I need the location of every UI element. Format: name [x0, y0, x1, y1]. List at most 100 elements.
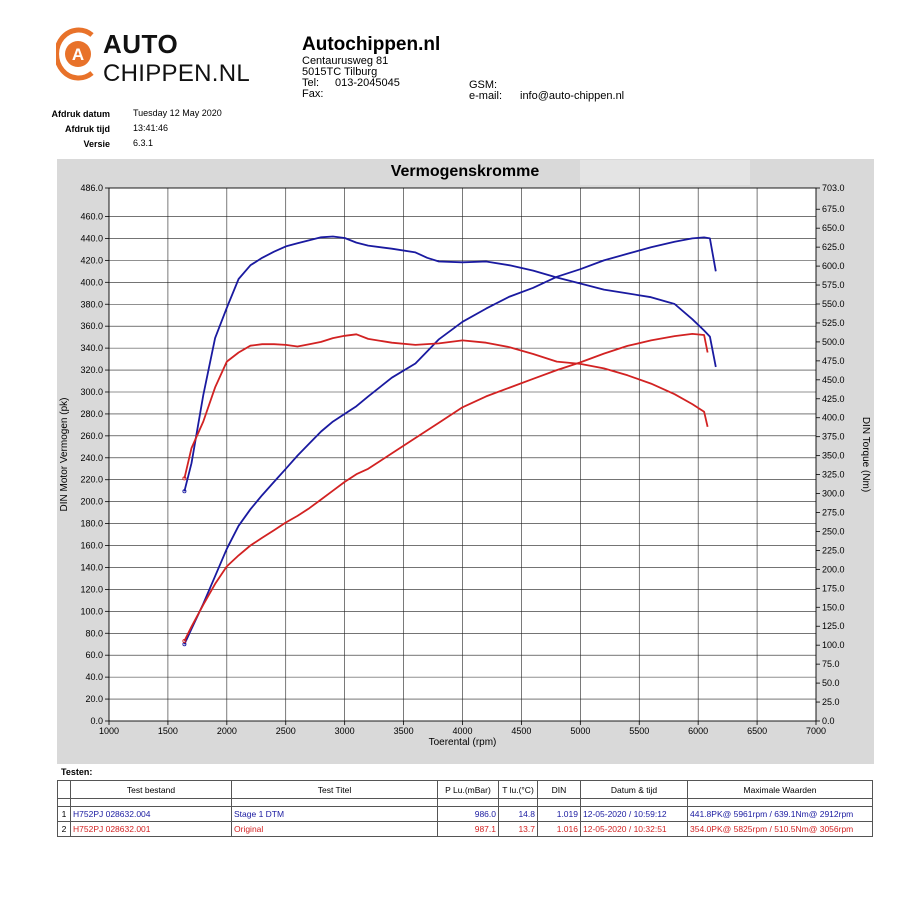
y2-tick-label: 703.0	[822, 183, 845, 193]
y-tick-label: 280.0	[80, 409, 103, 419]
header-pressure: P Lu.(mBar)	[437, 780, 499, 799]
y-tick-label: 420.0	[80, 255, 103, 265]
x-tick-label: 5500	[629, 726, 649, 736]
logo-text-auto: AUTO	[103, 29, 179, 59]
y-tick-label: 440.0	[80, 233, 103, 243]
table-row[interactable]: 1 H752PJ 028632.004 Stage 1 DTM 986.0 14…	[57, 806, 873, 822]
y-tick-label: 60.0	[85, 650, 103, 660]
company-city: 5015TC Tilburg	[302, 66, 378, 78]
tests-header-row: Test bestand Test Titel P Lu.(mBar) T lu…	[57, 780, 873, 799]
logo-mark-letter: A	[72, 45, 84, 64]
email-label: e-mail:	[469, 90, 503, 102]
y2-tick-label: 100.0	[822, 640, 845, 650]
x-tick-label: 1500	[158, 726, 178, 736]
spacer-row	[57, 798, 873, 807]
tel-value: 013-2045045	[335, 77, 400, 89]
y-tick-label: 260.0	[80, 431, 103, 441]
series-line-torque-3	[183, 333, 709, 479]
y2-tick-label: 550.0	[822, 299, 845, 309]
y-tick-label: 0.0	[90, 716, 103, 726]
row-temp: 13.7	[498, 821, 538, 837]
row-index: 1	[57, 806, 71, 822]
row-datetime: 12-05-2020 / 10:32:51	[580, 821, 688, 837]
row-file: H752PJ 028632.004	[70, 806, 232, 822]
y-tick-label: 120.0	[80, 584, 103, 594]
header-max: Maximale Waarden	[687, 780, 873, 799]
y-tick-label: 240.0	[80, 453, 103, 463]
header-index	[57, 780, 71, 799]
y-tick-label: 80.0	[85, 628, 103, 638]
version-value: 6.3.1	[133, 138, 154, 148]
y-axis-label: DIN Motor Vermogen (pk)	[59, 398, 70, 512]
y2-tick-label: 475.0	[822, 356, 845, 366]
y-tick-label: 20.0	[85, 694, 103, 704]
gsm-label: GSM:	[469, 79, 498, 91]
x-tick-label: 7000	[806, 726, 826, 736]
y-tick-label: 140.0	[80, 562, 103, 572]
series-start-point	[182, 638, 187, 643]
y2-tick-label: 575.0	[822, 280, 845, 290]
x-tick-label: 1000	[99, 726, 119, 736]
y2-tick-label: 125.0	[822, 621, 845, 631]
y2-tick-label: 650.0	[822, 223, 845, 233]
series-line-power-0	[183, 236, 717, 645]
chart-title: Vermogenskromme	[391, 163, 540, 180]
y2-tick-label: 600.0	[822, 261, 845, 271]
x-tick-label: 3500	[394, 726, 414, 736]
x-tick-label: 2000	[217, 726, 237, 736]
header-din: DIN	[537, 780, 581, 799]
row-index: 2	[57, 821, 71, 837]
row-max: 441.8PK@ 5961rpm / 639.1Nm@ 2912rpm	[687, 806, 873, 822]
print-date-label: Afdruk datum	[51, 109, 111, 119]
y2-tick-label: 0.0	[822, 716, 835, 726]
company-logo: A AUTO CHIPPEN.NL	[56, 27, 250, 89]
y-tick-label: 300.0	[80, 387, 103, 397]
version-label: Versie	[83, 139, 110, 149]
y2-tick-label: 275.0	[822, 508, 845, 518]
header-datetime: Datum & tijd	[580, 780, 688, 799]
y2-tick-label: 525.0	[822, 318, 845, 328]
y2-tick-label: 225.0	[822, 545, 845, 555]
print-time-value: 13:41:46	[133, 123, 169, 133]
x-tick-label: 5000	[570, 726, 590, 736]
y2-tick-label: 300.0	[822, 489, 845, 499]
y2-tick-label: 400.0	[822, 413, 845, 423]
row-datetime: 12-05-2020 / 10:59:12	[580, 806, 688, 822]
y2-tick-label: 150.0	[822, 602, 845, 612]
fax-label: Fax:	[302, 88, 324, 100]
y2-tick-label: 250.0	[822, 526, 845, 536]
y-tick-label: 340.0	[80, 343, 103, 353]
y-tick-label: 486.0	[80, 183, 103, 193]
x-tick-label: 6000	[688, 726, 708, 736]
x-axis-label: Toerental (rpm)	[429, 737, 497, 748]
y2-tick-label: 375.0	[822, 432, 845, 442]
y-tick-label: 200.0	[80, 497, 103, 507]
y-tick-label: 400.0	[80, 277, 103, 287]
y2-tick-label: 675.0	[822, 204, 845, 214]
y-tick-label: 320.0	[80, 365, 103, 375]
email-value: info@auto-chippen.nl	[520, 90, 625, 102]
header-file: Test bestand	[70, 780, 232, 799]
row-temp: 14.8	[498, 806, 538, 822]
row-din: 1.016	[537, 821, 581, 837]
company-name: Autochippen.nl	[302, 34, 441, 55]
row-pressure: 986.0	[437, 806, 499, 822]
logo-text-chippen: CHIPPEN.NL	[103, 60, 251, 87]
row-max: 354.0PK@ 5825rpm / 510.5Nm@ 3056rpm	[687, 821, 873, 837]
series-start-point	[182, 489, 187, 494]
y2-tick-label: 350.0	[822, 451, 845, 461]
y-tick-label: 100.0	[80, 606, 103, 616]
tel-label: Tel:	[302, 77, 320, 89]
y-tick-label: 220.0	[80, 475, 103, 485]
power-chart: Vermogenskromme 1000 1500 2000 2500 3000 3500 4…	[57, 159, 874, 764]
y-tick-label: 40.0	[85, 672, 103, 682]
y2-tick-label: 450.0	[822, 375, 845, 385]
y2-tick-label: 75.0	[822, 659, 840, 669]
print-date-value: Tuesday 12 May 2020	[133, 108, 222, 118]
series-line-power-1	[183, 333, 709, 642]
x-tick-label: 2500	[276, 726, 296, 736]
y-tick-label: 360.0	[80, 321, 103, 331]
y2-tick-label: 175.0	[822, 583, 845, 593]
table-row[interactable]: 2 H752PJ 028632.001 Original 987.1 13.7 …	[57, 821, 873, 837]
